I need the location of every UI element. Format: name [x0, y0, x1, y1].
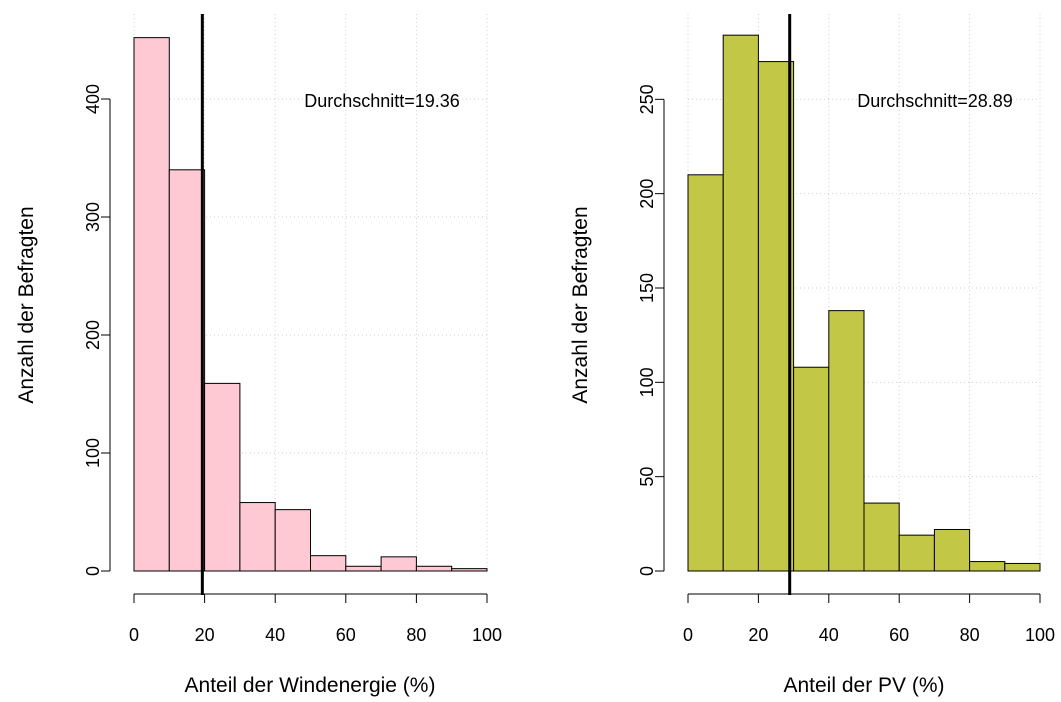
histogram-bar: [415, 565, 453, 572]
y-tick-label: 200: [83, 320, 103, 350]
x-tick-label: 20: [748, 625, 768, 645]
histogram-bar: [969, 561, 1006, 572]
y-tick-label: 50: [637, 467, 657, 487]
histogram-bar: [828, 310, 865, 572]
histogram-bar: [722, 34, 759, 572]
y-tick-label: 250: [637, 84, 657, 114]
histogram-bar: [863, 502, 900, 572]
x-tick-label: 80: [960, 625, 980, 645]
x-tick-label: 40: [819, 625, 839, 645]
x-tick-label: 0: [129, 625, 139, 645]
histogram-bar: [274, 509, 312, 572]
histogram-bar: [168, 169, 206, 572]
histogram-bar: [310, 555, 347, 572]
y-tick-label: 0: [83, 566, 103, 576]
x-axis-title: Anteil der Windenergie (%): [185, 674, 436, 697]
histogram-panel-2: Durchschnitt=28.89 0 20 40 60 80 100 0 50 100 150 2…: [569, 14, 1055, 697]
x-axis-title: Anteil der PV (%): [783, 674, 944, 697]
y-tick-label: 100: [83, 438, 103, 468]
y-axis-title: Anzahl der Befragten: [569, 206, 592, 403]
histogram-bar: [793, 366, 830, 572]
x-tick-label: 40: [265, 625, 285, 645]
histogram-bar: [1004, 562, 1041, 572]
y-tick-label: 300: [83, 202, 103, 232]
y-tick-label: 100: [637, 367, 657, 397]
histogram-bar: [687, 174, 724, 572]
x-tick-label: 60: [336, 625, 356, 645]
y-tick-label: 150: [637, 273, 657, 303]
mean-annotation: Durchschnitt=28.89: [857, 91, 1013, 111]
x-tick-label: 100: [472, 625, 502, 645]
histogram-bar: [451, 568, 488, 572]
histogram-bar: [757, 61, 795, 572]
x-tick-label: 100: [1025, 625, 1055, 645]
y-tick-label: 0: [637, 566, 657, 576]
y-axis-title: Anzahl der Befragten: [15, 206, 38, 403]
histogram-bar: [133, 37, 170, 572]
histogram-bar: [933, 528, 971, 572]
x-tick-label: 60: [889, 625, 909, 645]
x-tick-label: 20: [195, 625, 215, 645]
x-tick-label: 80: [406, 625, 426, 645]
histogram-bar: [239, 502, 276, 572]
histogram-panel-1: Durchschnitt=19.36 0 20 40 60 80 100 0 100 200 300…: [15, 14, 502, 697]
histogram-bar: [204, 382, 241, 572]
histogram-bar: [380, 556, 417, 572]
y-tick-label: 400: [83, 84, 103, 114]
mean-annotation: Durchschnitt=19.36: [304, 91, 460, 111]
y-tick-label: 200: [637, 179, 657, 209]
histogram-bar: [898, 534, 935, 572]
histogram-bar: [345, 565, 382, 572]
x-tick-label: 0: [683, 625, 693, 645]
